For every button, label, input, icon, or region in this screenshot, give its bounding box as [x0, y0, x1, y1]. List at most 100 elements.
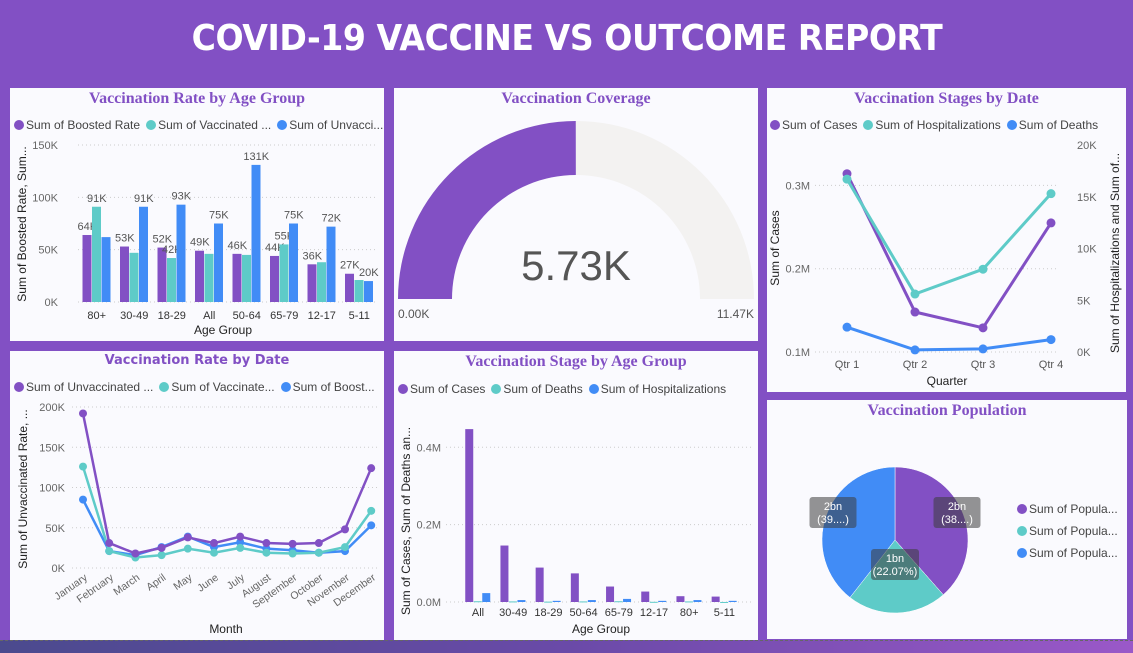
- data-point: [79, 495, 87, 504]
- x-tick-label: 12-17: [308, 310, 336, 322]
- series-line: [846, 325, 1052, 352]
- legend-item[interactable]: Sum of Hospitalizations: [588, 382, 726, 396]
- legend-label: Sum of Cases: [410, 382, 486, 396]
- y-tick-label: 0K: [52, 563, 66, 575]
- legend-dot-icon: [491, 384, 502, 394]
- y-axis-title: Sum of Cases: [768, 210, 782, 285]
- bar: [289, 223, 298, 302]
- legend-label: Sum of Deaths: [1018, 118, 1099, 132]
- legend-dot-icon: [398, 384, 408, 394]
- y2-tick-label: 20K: [1077, 140, 1097, 152]
- stage-by-age-panel[interactable]: Vaccination Stage by Age Group Sum of Ca…: [394, 351, 758, 640]
- legend-item[interactable]: Sum of Unvaccinated ...: [14, 380, 153, 394]
- data-label: 2bn: [948, 501, 966, 513]
- population-panel[interactable]: Vaccination Population 2bn (38....) 1bn (22…: [767, 400, 1127, 639]
- gauge-max-label: 11.47K: [717, 307, 754, 321]
- series-line: [81, 413, 373, 555]
- bar: [508, 601, 517, 603]
- legend-item[interactable]: Sum of Boost...: [280, 380, 375, 394]
- data-point: [210, 539, 218, 548]
- data-label: 1bn: [886, 553, 904, 565]
- data-label: 53K: [115, 233, 135, 245]
- y-axis-title: Sum of Boosted Rate, Sum...: [15, 146, 29, 301]
- legend-item[interactable]: Sum of Unvacci...: [277, 118, 383, 132]
- legend-item[interactable]: Sum of Deaths: [1006, 118, 1099, 132]
- bar: [641, 591, 650, 602]
- stages-by-date-chart: 0.1M 0.2M 0.3M 0K 5K 10K 15K 20K Qtr 1 Qtr 2 Qtr 3…: [768, 140, 1122, 388]
- data-label-box: [933, 497, 981, 528]
- y-tick-label: 150K: [39, 442, 65, 454]
- rate-by-age-panel[interactable]: Vaccination Rate by Age Group Sum of Boo…: [10, 88, 384, 341]
- legend-item[interactable]: Sum of Popula...: [1017, 502, 1118, 516]
- bar: [307, 264, 317, 302]
- bar: [720, 601, 729, 603]
- coverage-panel[interactable]: Vaccination Coverage 5.73K 0.00K 11.47K: [394, 88, 758, 341]
- data-point: [978, 264, 988, 274]
- legend-dot-icon: [277, 120, 288, 130]
- legend-item[interactable]: Sum of Popula...: [1017, 524, 1118, 538]
- data-label: 2bn: [824, 501, 842, 513]
- rate-by-date-panel[interactable]: Vaccination Rate by Date Sum of Unvaccin…: [10, 351, 384, 640]
- data-point: [341, 543, 349, 552]
- bar: [270, 255, 279, 302]
- legend-item[interactable]: Sum of Hospitalizations: [863, 118, 1001, 132]
- data-point: [288, 539, 297, 548]
- chart-legend: Sum of Cases Sum of Deaths Sum of Hospital…: [398, 382, 726, 396]
- report-header: COVID-19 VACCINE VS OUTCOME REPORT: [0, 0, 1133, 88]
- data-label-box: [871, 549, 919, 580]
- x-tick-label: April: [144, 572, 168, 594]
- data-label-box: [809, 497, 857, 528]
- panel-title: Vaccination Coverage: [501, 90, 651, 107]
- legend-item[interactable]: Sum of Vaccinate...: [159, 380, 275, 394]
- coverage-gauge: 5.73K 0.00K 11.47K: [398, 121, 754, 321]
- x-tick-label: 5-11: [349, 310, 370, 322]
- bar: [101, 237, 111, 302]
- bar: [232, 253, 242, 302]
- bar: [728, 600, 737, 602]
- legend-label: Sum of Cases: [782, 118, 858, 132]
- bar: [473, 601, 482, 603]
- legend-label: Sum of Boosted Rate: [26, 118, 141, 132]
- data-point: [236, 543, 245, 552]
- x-axis-title: Quarter: [927, 374, 968, 388]
- data-label: 91K: [134, 193, 154, 205]
- x-tick-label: 65-79: [270, 310, 298, 322]
- data-point: [105, 547, 114, 556]
- legend-label: Sum of Deaths: [503, 382, 583, 396]
- y-tick-label: 0.1M: [786, 347, 810, 359]
- legend-dot-icon: [14, 382, 24, 392]
- legend-item[interactable]: Sum of Vaccinated ...: [146, 118, 271, 132]
- bar: [517, 600, 526, 602]
- bar: [120, 246, 129, 302]
- bar: [214, 223, 223, 302]
- legend-item[interactable]: Sum of Deaths: [491, 382, 583, 396]
- legend-item[interactable]: Sum of Boosted Rate: [14, 118, 140, 132]
- data-point: [1046, 335, 1056, 345]
- legend-item[interactable]: Sum of Cases: [770, 118, 857, 132]
- bar: [195, 250, 204, 302]
- x-tick-label: 65-79: [605, 607, 633, 619]
- legend-item[interactable]: Sum of Popula...: [1017, 546, 1118, 560]
- legend-label: Sum of Vaccinate...: [171, 380, 275, 394]
- data-point: [978, 323, 988, 333]
- data-label: 46K: [227, 240, 247, 252]
- data-label-percent: (38....): [941, 514, 973, 526]
- stages-by-date-panel[interactable]: Vaccination Stages by Date Sum of Cases S…: [767, 88, 1126, 392]
- series-line: [845, 178, 1053, 296]
- bar: [544, 601, 553, 603]
- y2-tick-label: 10K: [1077, 244, 1097, 256]
- y2-tick-label: 15K: [1077, 192, 1097, 204]
- y-tick-label: 100K: [32, 192, 58, 204]
- x-tick-label: All: [472, 607, 484, 619]
- y2-tick-label: 0K: [1077, 347, 1091, 359]
- legend-item[interactable]: Sum of Cases: [398, 382, 485, 396]
- data-label: 75K: [284, 210, 304, 222]
- gauge-fill: [398, 121, 576, 299]
- data-label: 49K: [190, 237, 210, 249]
- bar: [587, 600, 596, 602]
- data-label: 131K: [243, 151, 269, 163]
- x-tick-label: May: [171, 571, 195, 593]
- bar: [326, 226, 336, 302]
- legend-dot-icon: [1017, 526, 1027, 536]
